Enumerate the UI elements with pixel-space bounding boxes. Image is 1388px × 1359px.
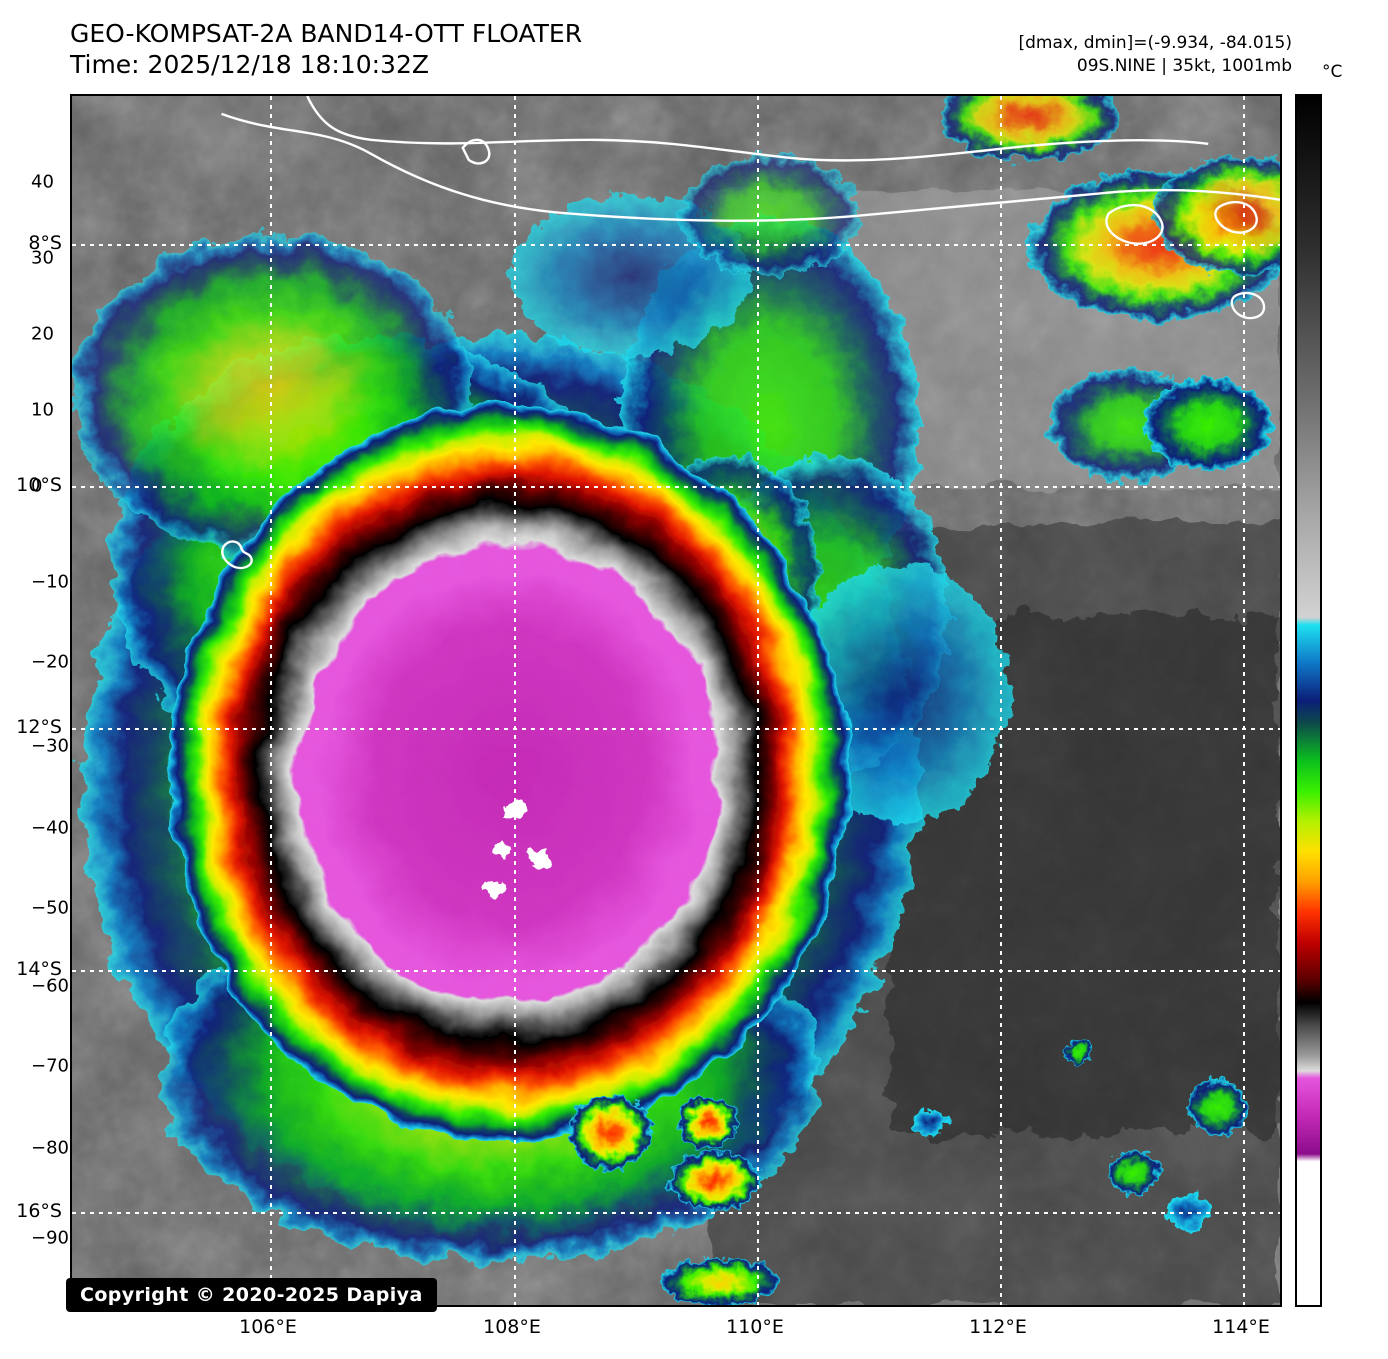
colorbar-tick-m10: −10 xyxy=(31,571,69,593)
colorbar-tick-10: 10 xyxy=(31,399,54,421)
satellite-image-plot[interactable] xyxy=(70,94,1282,1307)
lon-tick-114e: 114°E xyxy=(1212,1316,1270,1338)
gridline-lon-106e xyxy=(270,96,272,1305)
infrared-cloud-field xyxy=(72,96,1280,1305)
colorbar-tick-m90: −90 xyxy=(31,1227,69,1249)
storm-info-label: 09S.NINE | 35kt, 1001mb xyxy=(1076,56,1292,76)
gridline-lon-114e xyxy=(1243,96,1245,1305)
lon-tick-106e: 106°E xyxy=(239,1316,297,1338)
lat-tick-16s: 16°S xyxy=(16,1200,62,1222)
colorbar[interactable] xyxy=(1295,94,1322,1307)
lat-tick-10s: 10°S xyxy=(16,474,62,496)
colorbar-tick-m20: −20 xyxy=(31,651,69,673)
colorbar-tick-m40: −40 xyxy=(31,817,69,839)
colorbar-tick-m50: −50 xyxy=(31,897,69,919)
gridline-lon-108e xyxy=(514,96,516,1305)
colorbar-gradient xyxy=(1297,96,1320,1305)
lon-tick-110e: 110°E xyxy=(726,1316,784,1338)
colorbar-tick-m30: −30 xyxy=(31,735,69,757)
gridline-lon-110e xyxy=(757,96,759,1305)
copyright-badge: Copyright © 2020-2025 Dapiya xyxy=(66,1278,437,1312)
lat-tick-14s: 14°S xyxy=(16,958,62,980)
colorbar-tick-m70: −70 xyxy=(31,1055,69,1077)
gridline-lat-12s xyxy=(72,728,1280,730)
colorbar-unit-label: °C xyxy=(1322,62,1343,82)
colorbar-tick-40: 40 xyxy=(31,171,54,193)
gridline-lat-8s xyxy=(72,244,1280,246)
lon-tick-108e: 108°E xyxy=(483,1316,541,1338)
lon-tick-112e: 112°E xyxy=(969,1316,1027,1338)
page-title: GEO-KOMPSAT-2A BAND14-OTT FLOATER xyxy=(70,19,583,48)
dmax-dmin-label: [dmax, dmin]=(-9.934, -84.015) xyxy=(1018,33,1293,53)
colorbar-tick-m60: −60 xyxy=(31,975,69,997)
colorbar-tick-20: 20 xyxy=(31,323,54,345)
gridline-lon-112e xyxy=(1000,96,1002,1305)
lat-tick-8s: 8°S xyxy=(28,232,62,254)
title-block: GEO-KOMPSAT-2A BAND14-OTT FLOATER Time: … xyxy=(70,18,582,80)
gridline-lat-14s xyxy=(72,970,1280,972)
colorbar-tick-30: 30 xyxy=(31,247,54,269)
lat-tick-12s: 12°S xyxy=(16,716,62,738)
timestamp-label: Time: 2025/12/18 18:10:32Z xyxy=(70,50,429,79)
gridline-lat-10s xyxy=(72,486,1280,488)
metadata-block: [dmax, dmin]=(-9.934, -84.015) 09S.NINE … xyxy=(1019,32,1293,78)
colorbar-tick-0: 0 xyxy=(31,475,43,497)
gridline-lat-16s xyxy=(72,1212,1280,1214)
colorbar-tick-m80: −80 xyxy=(31,1137,69,1159)
